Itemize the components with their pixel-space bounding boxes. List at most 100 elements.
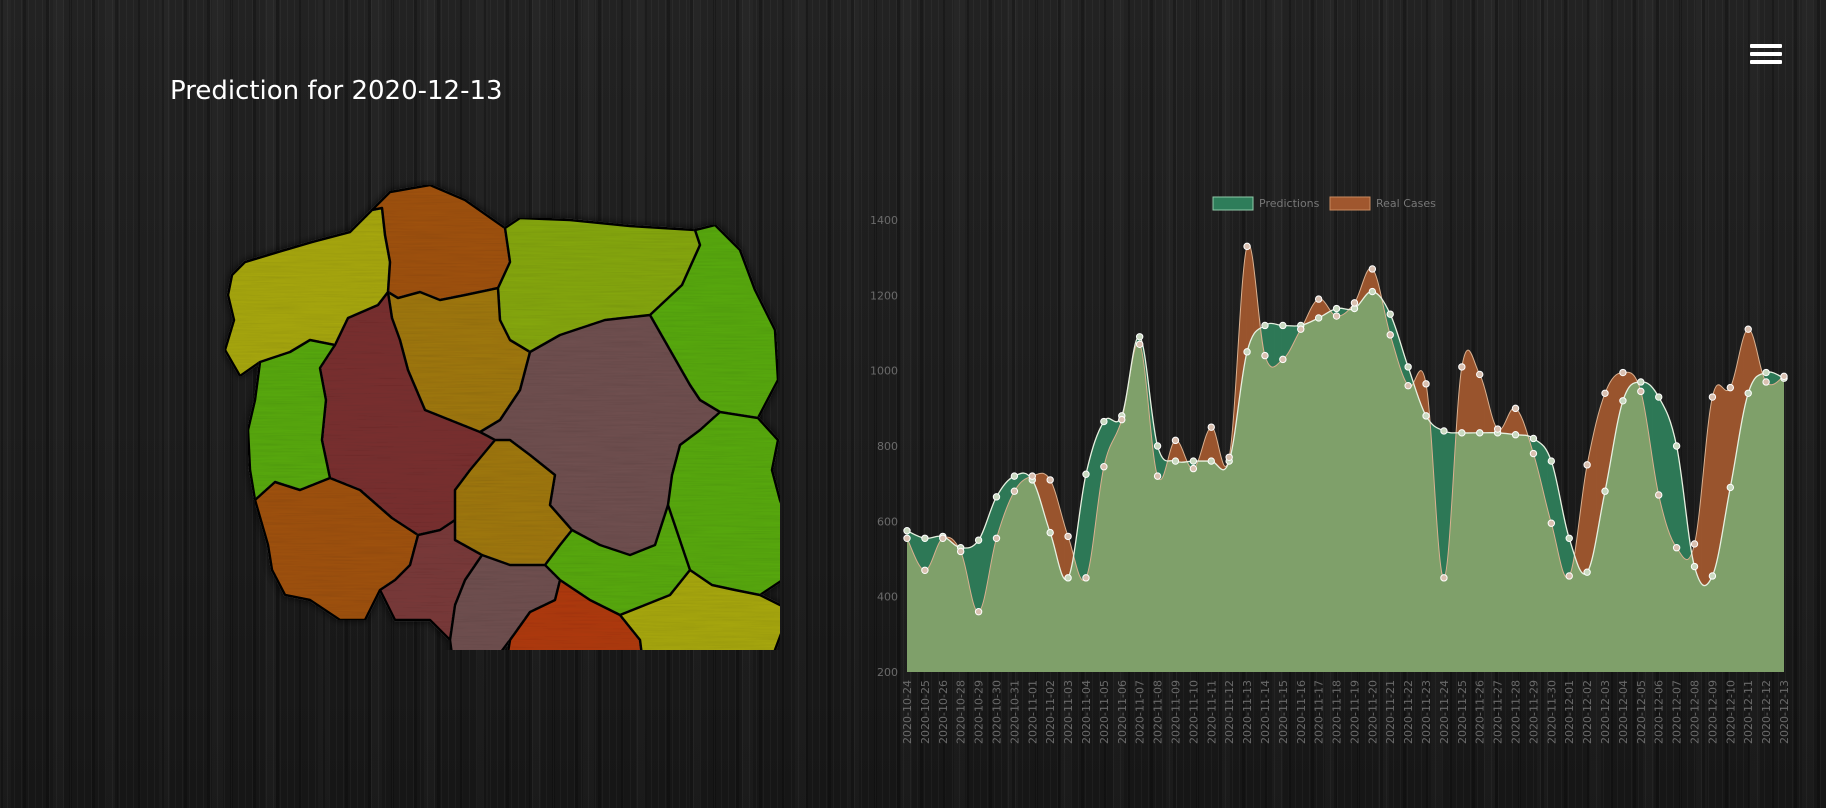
x-tick-label: 2020-11-09 [1169,680,1182,744]
y-tick-label: 1200 [870,289,898,302]
prediction-point [1064,574,1072,582]
real-case-point [1135,340,1144,348]
prediction-point [1332,304,1341,313]
prediction-point [1422,412,1430,420]
overlap-area [907,291,1784,672]
region-podkarpackie[interactable] [618,568,780,650]
x-axis: 2020-10-24 2020-10-25 2020-10-26 2020-10-28… [901,680,1791,744]
menu-bar [1750,60,1782,64]
real-case-point [1189,464,1198,473]
real-case-point [1529,449,1538,458]
prediction-point [1368,287,1377,296]
y-axis: 200 400 600 800 1000 1200 1400 [870,214,898,679]
real-case-point [1547,519,1556,527]
x-tick-label: 2020-11-04 [1080,680,1093,744]
real-case-point [1118,415,1126,424]
x-tick-label: 2020-10-29 [973,680,986,744]
x-tick-label: 2020-11-30 [1545,680,1558,744]
real-case-point [1726,383,1735,392]
prediction-point [1744,389,1752,397]
chart-legend: Predictions Real Cases [1212,196,1436,211]
real-case-point [992,534,1001,542]
y-tick-label: 1000 [870,365,898,378]
region-pomorskie[interactable] [370,183,512,302]
x-tick-label: 2020-12-12 [1760,680,1773,744]
x-tick-label: 2020-11-23 [1420,680,1433,744]
prediction-point [1476,429,1484,437]
prediction-point [1279,321,1287,330]
prediction-point [974,536,983,544]
page-title: Prediction for 2020-12-13 [170,76,503,106]
real-case-point [1672,544,1681,552]
legend-label-predictions: Predictions [1259,197,1320,210]
chart-points [903,242,1788,616]
real-case-point [1064,532,1072,541]
legend-swatch-real-cases [1329,196,1371,211]
prediction-point [1171,457,1180,465]
legend-swatch-predictions [1212,196,1254,211]
real-case-point [1458,363,1466,371]
real-case-point [1010,487,1019,495]
real-case-point [1511,404,1520,413]
real-case-point [1762,378,1770,386]
real-case-point [1368,265,1377,273]
real-case-point [1243,242,1251,251]
y-tick-label: 800 [877,440,898,453]
prediction-point [992,493,1001,501]
prediction-point [1637,378,1645,386]
prediction-point [1458,429,1466,437]
region-malopolskie[interactable] [505,578,645,650]
real-case-point [956,547,965,556]
prediction-point [1404,363,1412,371]
prediction-point [1046,528,1054,537]
prediction-point [1082,470,1090,478]
x-tick-label: 2020-11-06 [1116,680,1129,744]
x-tick-label: 2020-10-30 [990,680,1003,744]
x-tick-label: 2020-11-28 [1510,680,1523,744]
x-tick-label: 2020-11-20 [1366,680,1379,744]
x-tick-label: 2020-12-08 [1689,680,1702,744]
x-tick-label: 2020-10-25 [919,680,932,744]
prediction-point [1243,348,1251,356]
region-lubuskie[interactable] [246,338,337,502]
real-case-point [1297,325,1305,333]
real-case-point [1332,312,1341,320]
hamburger-menu-icon[interactable] [1750,44,1782,64]
real-case-point [1404,382,1412,390]
prediction-point [1529,434,1538,443]
prediction-point [1386,310,1394,318]
x-tick-label: 2020-12-09 [1706,680,1719,744]
real-case-point [1350,299,1359,307]
real-case-point [1422,380,1430,388]
x-tick-label: 2020-12-03 [1599,680,1612,744]
menu-bar [1750,52,1782,56]
prediction-point [1708,572,1717,580]
x-tick-label: 2020-11-18 [1331,680,1344,744]
prediction-point [1440,427,1448,435]
x-tick-label: 2020-12-05 [1635,680,1648,744]
prediction-point [1583,568,1591,576]
poland-map [223,183,780,650]
x-tick-label: 2020-12-01 [1563,680,1576,744]
y-tick-label: 600 [877,515,898,528]
real-case-point [1708,393,1717,401]
legend-label-real-cases: Real Cases [1376,197,1436,210]
prediction-point [1601,487,1609,495]
real-case-point [921,566,929,574]
real-case-point [1780,372,1788,381]
x-tick-label: 2020-11-21 [1384,680,1397,744]
real-case-point [939,534,947,542]
real-case-point [1601,389,1609,397]
prediction-point [1672,442,1681,450]
prediction-point [1547,457,1556,465]
x-tick-label: 2020-10-26 [937,680,950,744]
real-case-point [1637,387,1645,396]
chart-areas [906,243,1785,672]
x-tick-label: 2020-11-24 [1438,680,1451,744]
real-case-point [1207,423,1215,431]
real-case-point [1261,351,1269,360]
real-case-point [903,534,911,542]
x-tick-label: 2020-11-15 [1277,680,1290,744]
prediction-point [1100,417,1108,426]
real-case-point [1225,453,1233,461]
